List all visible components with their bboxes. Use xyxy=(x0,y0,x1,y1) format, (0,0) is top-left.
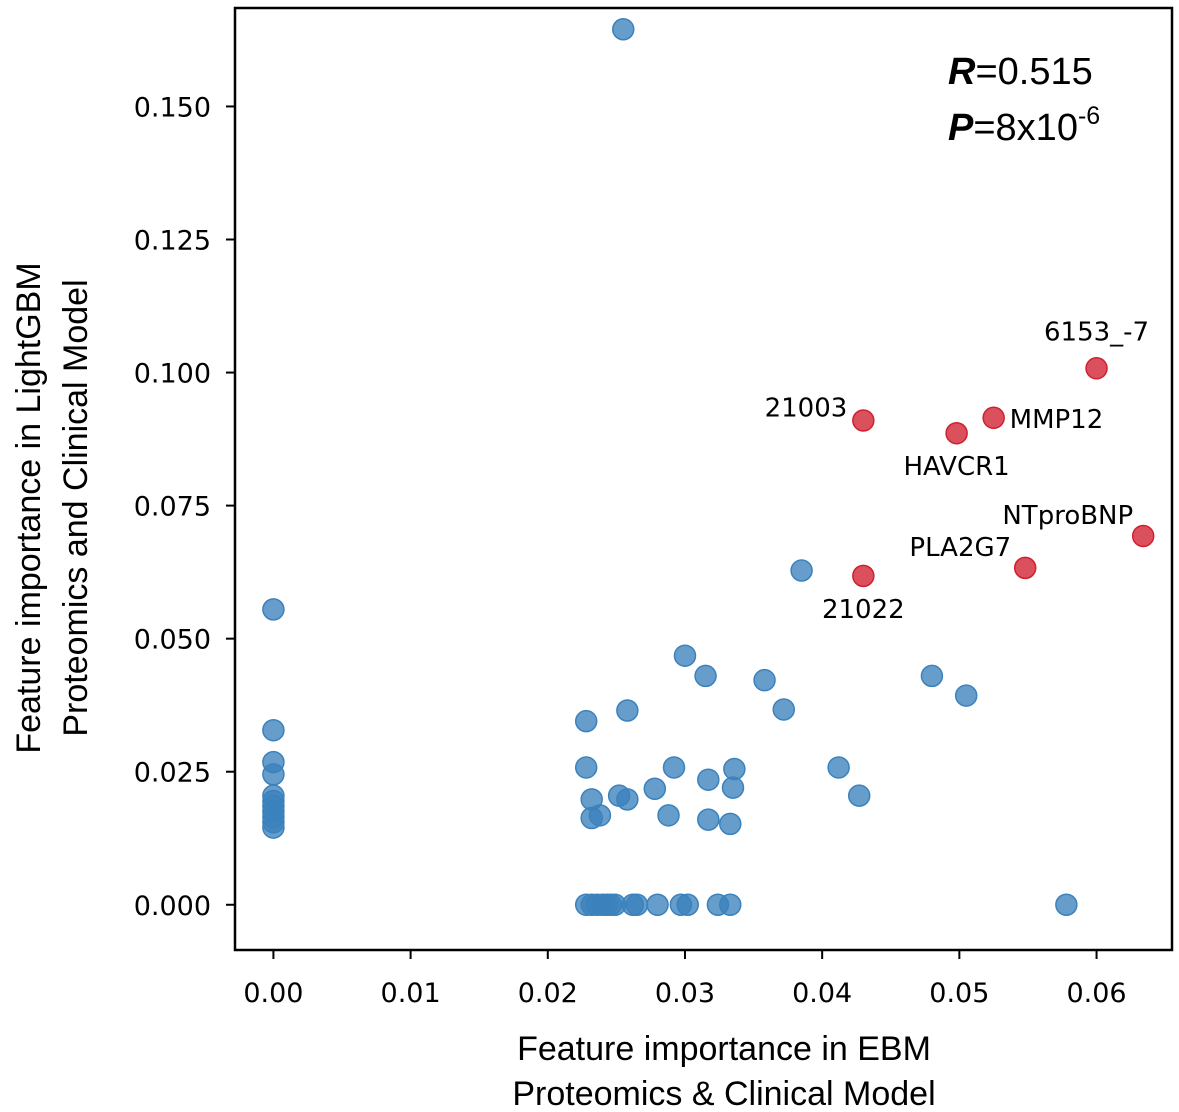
data-point xyxy=(676,893,699,917)
data-point xyxy=(827,756,850,779)
data-point xyxy=(588,804,612,827)
data-point xyxy=(697,768,720,791)
x-tick-label: 0.01 xyxy=(381,978,441,1009)
y-tick-label: 0.150 xyxy=(134,92,211,123)
highlighted-data-point xyxy=(982,406,1005,430)
data-point xyxy=(847,784,871,807)
p-stat: P=8x10-6 xyxy=(948,102,1100,149)
data-point xyxy=(574,756,598,779)
data-point xyxy=(1055,893,1078,917)
highlighted-data-point xyxy=(1131,524,1155,548)
data-point xyxy=(574,709,598,733)
x-tick-label: 0.00 xyxy=(243,978,303,1009)
highlighted-data-point xyxy=(1085,357,1108,380)
point-annotation: HAVCR1 xyxy=(903,452,1009,482)
data-point xyxy=(646,893,669,917)
data-point xyxy=(262,816,285,839)
y-tick-label: 0.100 xyxy=(134,359,211,390)
data-point xyxy=(643,777,667,800)
highlighted-data-point xyxy=(1013,556,1037,580)
point-annotation: MMP12 xyxy=(1010,405,1104,435)
data-point xyxy=(625,893,649,917)
data-point xyxy=(723,757,746,781)
data-point xyxy=(262,763,285,786)
data-point xyxy=(697,808,720,831)
data-point xyxy=(611,18,635,41)
data-point xyxy=(954,684,978,707)
data-point xyxy=(719,893,742,917)
data-point xyxy=(616,788,639,811)
data-point xyxy=(721,776,745,799)
x-axis-title-line: Feature importance in EBM xyxy=(517,1030,931,1068)
data-point xyxy=(719,812,742,836)
y-axis-title-line: Proteomics and Clinical Model xyxy=(57,279,95,736)
highlighted-data-point xyxy=(852,409,875,432)
data-point xyxy=(616,699,639,722)
y-tick-label: 0.075 xyxy=(134,492,211,523)
y-tick-label: 0.000 xyxy=(134,891,211,922)
data-point xyxy=(920,664,944,688)
point-annotation: 21003 xyxy=(765,393,848,423)
axes-layer: 0.00 0.01 0.02 0.03 0.04 0.05 0.06 0.000 0.025 0.… xyxy=(10,6,1174,1112)
point-annotation: 21022 xyxy=(822,595,905,625)
x-axis-title-line: Proteomics & Clinical Model xyxy=(512,1075,935,1112)
x-tick-label: 0.05 xyxy=(929,978,989,1009)
points-layer xyxy=(262,18,1155,917)
point-annotation: NTproBNP xyxy=(1002,501,1133,531)
point-annotation: PLA2G7 xyxy=(909,533,1011,563)
data-point xyxy=(772,698,796,721)
data-point xyxy=(657,804,680,827)
data-point xyxy=(790,559,813,582)
data-point xyxy=(262,598,285,621)
data-point xyxy=(662,756,686,779)
data-point xyxy=(673,644,697,667)
x-tick-label: 0.02 xyxy=(518,978,578,1009)
highlighted-data-point xyxy=(945,421,968,445)
data-point xyxy=(753,668,776,692)
point-annotation: 6153_-7 xyxy=(1044,317,1149,347)
r-stat: R=0.515 xyxy=(948,51,1093,93)
plot-frame xyxy=(233,6,1174,952)
y-tick-label: 0.025 xyxy=(134,758,211,789)
y-tick-label: 0.125 xyxy=(134,226,211,257)
x-tick-label: 0.06 xyxy=(1066,978,1126,1009)
x-tick-label: 0.04 xyxy=(792,978,852,1009)
data-point xyxy=(262,718,285,742)
x-tick-label: 0.03 xyxy=(655,978,715,1009)
highlighted-data-point xyxy=(852,564,875,588)
y-tick-label: 0.050 xyxy=(134,625,211,656)
data-point xyxy=(694,664,717,688)
y-axis-title-line: Feature importance in LightGBM xyxy=(10,262,48,753)
